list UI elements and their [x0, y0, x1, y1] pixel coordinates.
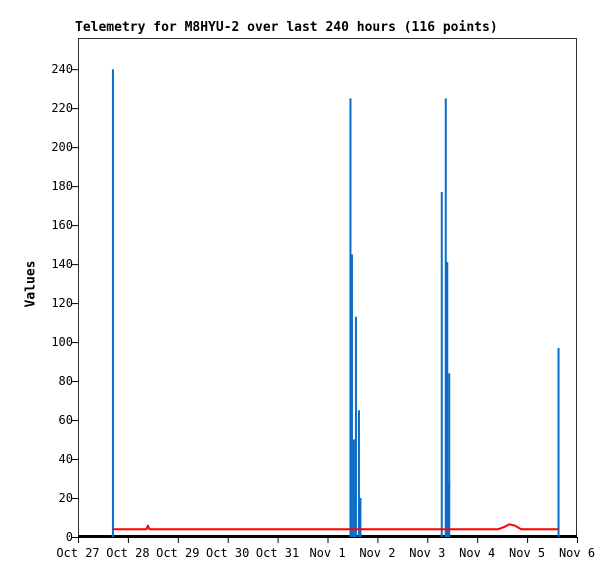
x-tick-label: Oct 27: [56, 546, 100, 560]
x-tick-label: Oct 28: [106, 546, 150, 560]
x-tick-label: Oct 29: [156, 546, 200, 560]
y-tick-label: 220: [51, 101, 73, 116]
x-tick-label: Nov 3: [409, 546, 446, 560]
y-tick-label: 40: [58, 452, 73, 467]
plot-border: [78, 38, 577, 537]
y-tick-label: 240: [51, 62, 73, 77]
y-tick-label: 160: [51, 218, 73, 233]
x-tick-label: Oct 31: [255, 546, 300, 560]
y-tick-label: 180: [51, 179, 73, 194]
x-tick-label: Nov 2: [359, 546, 396, 560]
y-tick-label: 200: [51, 140, 73, 155]
red-baseline: [112, 523, 559, 531]
y-tick-label: 120: [51, 296, 73, 311]
y-tick-label: 0: [65, 530, 73, 544]
chart-title: Telemetry for M8HYU-2 over last 240 hour…: [75, 20, 498, 35]
y-tick-label: 80: [58, 374, 73, 389]
x-tick-label: Nov 6: [558, 546, 596, 560]
y-tick-label: 100: [51, 335, 73, 350]
y-tick-label: 140: [51, 257, 73, 272]
x-tick-label: Oct 30: [206, 546, 250, 560]
y-tick-label: 60: [58, 413, 73, 428]
x-tick-label: Nov 4: [459, 546, 496, 560]
x-tick-label: Nov 1: [309, 546, 346, 560]
x-tick-label: Nov 5: [509, 546, 546, 560]
y-tick-label: 20: [58, 491, 73, 506]
